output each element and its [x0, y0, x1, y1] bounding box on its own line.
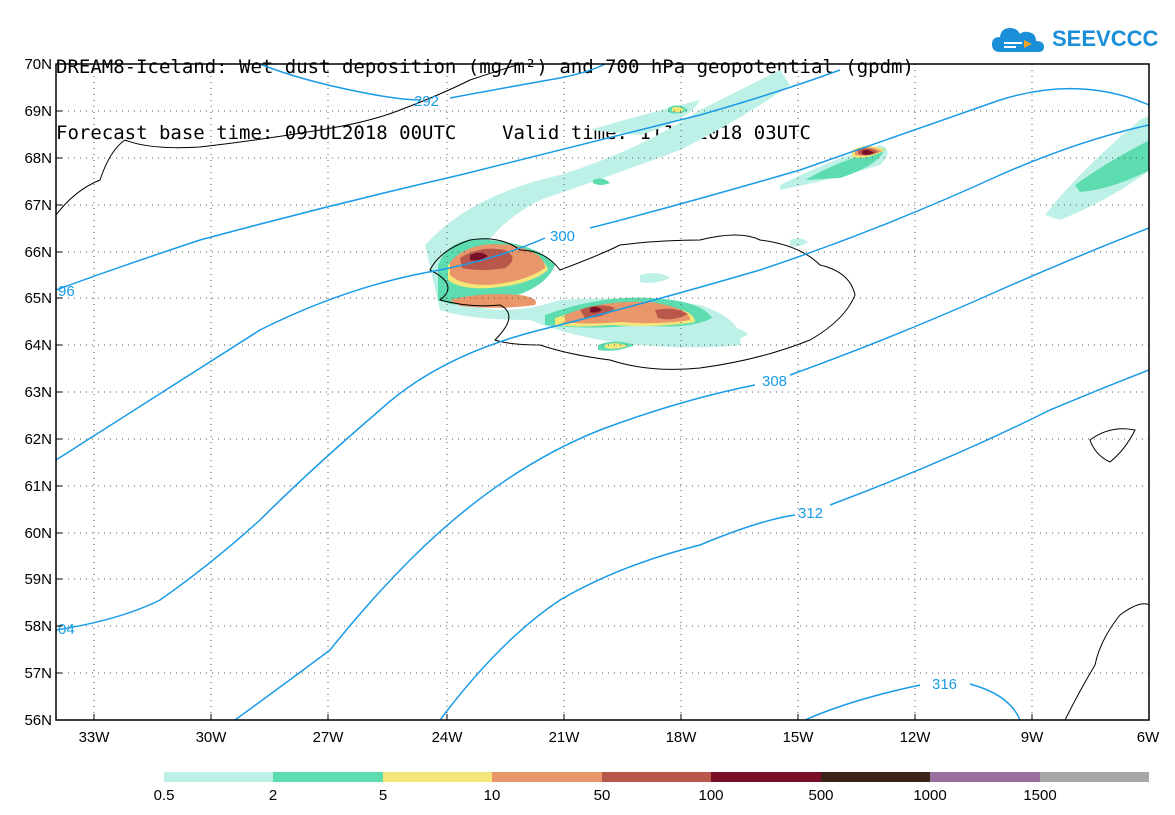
seevccc-logo: SEEVCCC — [990, 22, 1158, 56]
lon-label: 9W — [1021, 729, 1044, 746]
lat-label: 70N — [24, 56, 52, 73]
contour-304 — [56, 124, 1149, 631]
legend-swatch — [383, 772, 492, 782]
legend-label: 500 — [808, 787, 833, 804]
color-legend: 0.5 2 5 10 50 100 500 1000 1500 — [154, 772, 1149, 804]
lon-label: 12W — [900, 729, 932, 746]
legend-swatch — [164, 772, 273, 782]
lon-label: 15W — [783, 729, 815, 746]
legend-swatch — [492, 772, 602, 782]
lat-label: 63N — [24, 384, 52, 401]
latitude-labels: 70N 69N 68N 67N 66N 65N 64N 63N 62N 61N … — [24, 56, 52, 729]
greenland-coast — [56, 64, 521, 216]
lon-label: 18W — [666, 729, 698, 746]
contour-292-left — [259, 64, 421, 101]
lat-label: 59N — [24, 571, 52, 588]
legend-label: 5 — [379, 787, 387, 804]
legend-label: 0.5 — [154, 787, 175, 804]
coastlines — [56, 64, 1149, 720]
legend-label: 2 — [269, 787, 277, 804]
contour-label-296: 96 — [58, 283, 75, 300]
lon-label: 21W — [549, 729, 581, 746]
title-line-1: DREAM8-Iceland: Wet dust deposition (mg/… — [56, 56, 914, 78]
contour-label-304: 04 — [58, 621, 75, 638]
contour-312-left — [439, 514, 796, 720]
longitude-labels: 33W 30W 27W 24W 21W 18W 15W 12W 9W 6W — [79, 729, 1161, 746]
lon-label: 33W — [79, 729, 111, 746]
lat-label: 67N — [24, 197, 52, 214]
legend-label: 1000 — [913, 787, 946, 804]
legend-label: 50 — [594, 787, 611, 804]
cloud-icon — [992, 28, 1044, 52]
legend-label: 1500 — [1023, 787, 1056, 804]
contour-308-right — [789, 227, 1149, 376]
legend-swatch — [1040, 772, 1149, 782]
chart-title: DREAM8-Iceland: Wet dust deposition (mg/… — [56, 12, 914, 166]
contour-292-right — [449, 64, 606, 99]
dust-deposition-field — [425, 70, 1149, 351]
legend-swatch — [602, 772, 711, 782]
legend-swatch — [821, 772, 930, 782]
contour-316-left — [804, 684, 921, 720]
lat-label: 64N — [24, 337, 52, 354]
legend-swatch — [930, 772, 1040, 782]
lat-label: 62N — [24, 431, 52, 448]
iceland-coast — [429, 234, 856, 370]
contour-296 — [56, 69, 841, 291]
lon-label: 6W — [1137, 729, 1160, 746]
lat-label: 60N — [24, 525, 52, 542]
graticule — [56, 64, 1149, 720]
lon-label: 27W — [313, 729, 345, 746]
contour-label-292: 292 — [414, 93, 439, 110]
legend-swatch — [273, 772, 383, 782]
contour-300-right — [589, 87, 1149, 229]
lon-label: 24W — [432, 729, 464, 746]
contour-312-right — [829, 369, 1149, 506]
legend-swatch — [711, 772, 821, 782]
lon-label: 30W — [196, 729, 228, 746]
logo-text: SEEVCCC — [1052, 26, 1159, 51]
lat-label: 56N — [24, 712, 52, 729]
faroe-coast — [1089, 428, 1136, 463]
contour-308-left — [234, 384, 756, 720]
lat-label: 65N — [24, 290, 52, 307]
lat-label: 57N — [24, 665, 52, 682]
contour-300-left — [56, 237, 546, 461]
lat-label: 61N — [24, 478, 52, 495]
scotland-coast — [1064, 603, 1149, 720]
lat-label: 66N — [24, 244, 52, 261]
lat-label: 58N — [24, 618, 52, 635]
title-line-2: Forecast base time: 09JUL2018 00UTC Vali… — [56, 122, 811, 144]
contour-316-right — [969, 683, 1021, 720]
lat-label: 68N — [24, 150, 52, 167]
geopotential-contours — [56, 64, 1149, 720]
plot-area — [56, 64, 1149, 720]
legend-label: 100 — [698, 787, 723, 804]
contour-label-308: 308 — [762, 373, 787, 390]
contour-label-312: 312 — [798, 505, 823, 522]
contour-label-316: 316 — [932, 676, 957, 693]
legend-label: 10 — [484, 787, 501, 804]
axis-ticks — [56, 63, 1033, 720]
contour-label-300: 300 — [550, 228, 575, 245]
lat-label: 69N — [24, 103, 52, 120]
